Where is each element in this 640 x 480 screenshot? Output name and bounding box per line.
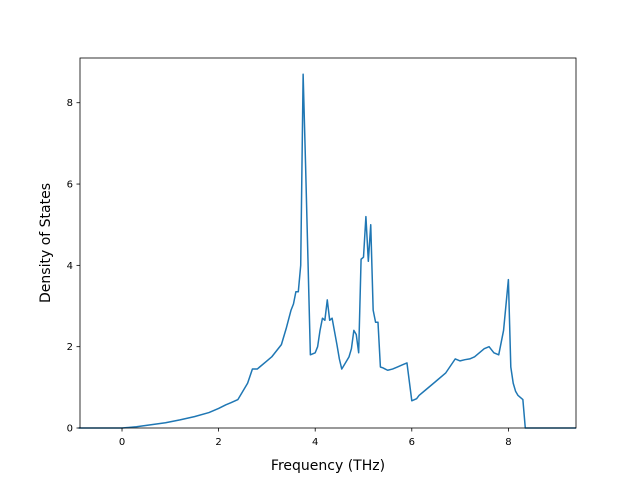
y-tick-label: 2 bbox=[67, 342, 73, 353]
series-line-0 bbox=[78, 73, 576, 429]
y-tick-label: 4 bbox=[67, 261, 73, 272]
x-axis-label: Frequency (THz) bbox=[271, 458, 385, 474]
x-tick-label: 0 bbox=[119, 437, 125, 448]
plot-background bbox=[80, 58, 576, 428]
y-tick-label: 0 bbox=[67, 424, 73, 435]
y-tick-label: 8 bbox=[67, 98, 73, 109]
y-tick-label: 6 bbox=[67, 180, 73, 191]
x-axis-ticks: 0 2 4 6 8 bbox=[119, 428, 512, 448]
y-axis-label: Density of States bbox=[38, 183, 54, 303]
y-axis-ticks: 0 2 4 6 8 bbox=[67, 98, 80, 435]
x-tick-label: 2 bbox=[215, 437, 221, 448]
x-tick-label: 8 bbox=[505, 437, 511, 448]
plot-frame bbox=[79, 57, 577, 429]
series-layer bbox=[78, 73, 576, 429]
x-tick-label: 6 bbox=[409, 437, 415, 448]
x-tick-label: 4 bbox=[312, 437, 318, 448]
